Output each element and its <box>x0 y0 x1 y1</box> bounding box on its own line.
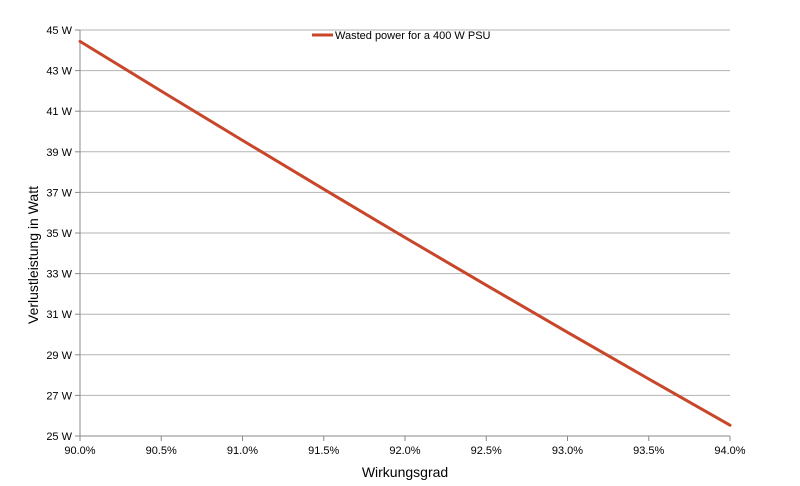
x-tick-label: 93.5% <box>633 445 664 457</box>
x-tick-label: 90.5% <box>146 445 177 457</box>
x-tick-label: 93.0% <box>552 445 583 457</box>
x-tick-label: 91.5% <box>308 445 339 457</box>
y-tick-label: 45 W <box>46 25 72 37</box>
y-tick-label: 33 W <box>46 269 72 281</box>
x-tick-label: 94.0% <box>714 445 745 457</box>
y-tick-label: 31 W <box>46 309 72 321</box>
y-tick-label: 27 W <box>46 390 72 402</box>
x-tick-labels: 90.0% 90.5% 91.0% 91.5% 92.0% 92.5% 93.0% 93.5%… <box>64 436 746 457</box>
x-axis-title: Wirkungsgrad <box>362 464 448 480</box>
y-tick-label: 37 W <box>46 187 72 199</box>
y-tick-label: 39 W <box>46 147 72 159</box>
y-tick-label: 43 W <box>46 66 72 78</box>
y-tick-labels: 25 W 27 W 29 W 31 W 33 W 35 W 37 W 39 W 41 W 43 W… <box>46 25 80 443</box>
x-tick-label: 90.0% <box>64 445 95 457</box>
x-tick-label: 92.0% <box>389 445 420 457</box>
x-tick-label: 91.0% <box>227 445 258 457</box>
y-axis-title: Verlustleistung in Watt <box>25 186 41 324</box>
y-tick-label: 35 W <box>46 228 72 240</box>
grid-lines <box>80 29 730 437</box>
legend-label: Wasted power for a 400 W PSU <box>335 30 491 42</box>
y-tick-label: 25 W <box>46 431 72 443</box>
series-line <box>78 39 732 427</box>
y-tick-label: 29 W <box>46 350 72 362</box>
legend: Wasted power for a 400 W PSU <box>312 30 491 42</box>
series-lines <box>78 39 732 427</box>
x-tick-label: 92.5% <box>471 445 502 457</box>
y-tick-label: 41 W <box>46 106 72 118</box>
